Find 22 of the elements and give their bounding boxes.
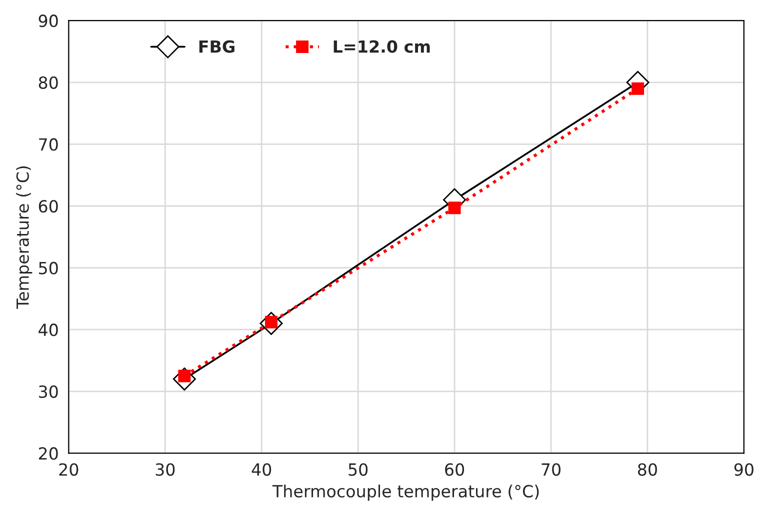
x-tick-label: 90 (734, 463, 754, 476)
x-tick-label: 30 (156, 463, 175, 476)
y-tick-label: 40 (38, 324, 58, 336)
x-axis-title: Thermocouple temperature (°C) (272, 484, 539, 501)
y-tick-label: 50 (39, 262, 58, 274)
y-axis-title: Temperature (°C) (16, 166, 32, 309)
x-tick-label: 60 (445, 463, 464, 476)
legend-label: FBG (199, 40, 234, 53)
x-tick-label: 50 (348, 463, 368, 476)
y-tick-label: 60 (38, 200, 58, 213)
x-tick-label: 40 (252, 463, 272, 476)
y-tick-label: 90 (38, 14, 58, 28)
x-tick-label: 20 (59, 463, 78, 476)
point (632, 82, 644, 95)
y-tick-label: 80 (38, 76, 58, 89)
x-tick-label: 70 (542, 463, 560, 476)
y-tick-label: 70 (39, 138, 58, 151)
point (448, 202, 461, 214)
y-tick-label: 30 (39, 385, 58, 398)
y-tick-label: 20 (38, 447, 58, 460)
x-tick-label: 80 (638, 463, 657, 476)
legend-label: L=12.0 cm (334, 40, 430, 53)
